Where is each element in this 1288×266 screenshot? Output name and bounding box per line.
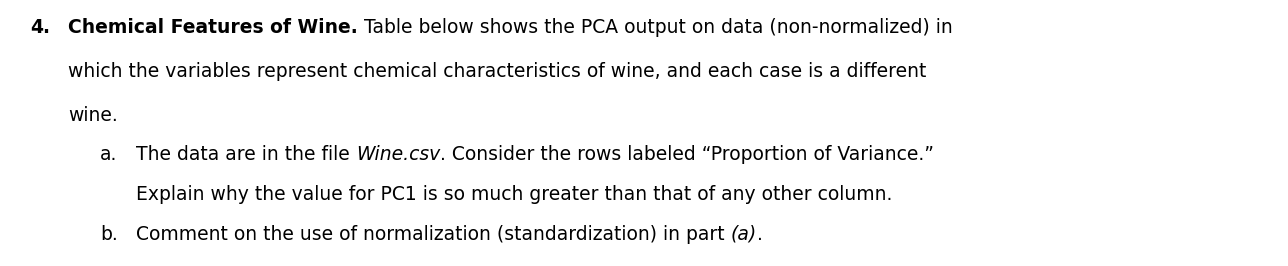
Text: which the variables represent chemical characteristics of wine, and each case is: which the variables represent chemical c… (68, 62, 926, 81)
Text: Wine.csv: Wine.csv (355, 145, 440, 164)
Text: wine.: wine. (68, 106, 117, 125)
Text: Table below shows the PCA output on data (non-normalized) in: Table below shows the PCA output on data… (358, 18, 953, 37)
Text: . Consider the rows labeled “Proportion of Variance.”: . Consider the rows labeled “Proportion … (440, 145, 934, 164)
Text: (a): (a) (730, 225, 757, 244)
Text: Explain why the value for PC1 is so much greater than that of any other column.: Explain why the value for PC1 is so much… (137, 185, 893, 204)
Text: Chemical Features of Wine.: Chemical Features of Wine. (68, 18, 358, 37)
Text: The data are in the file: The data are in the file (137, 145, 355, 164)
Text: a.: a. (100, 145, 117, 164)
Text: 4.: 4. (30, 18, 50, 37)
Text: b.: b. (100, 225, 117, 244)
Text: Comment on the use of normalization (standardization) in part: Comment on the use of normalization (sta… (137, 225, 730, 244)
Text: .: . (757, 225, 762, 244)
